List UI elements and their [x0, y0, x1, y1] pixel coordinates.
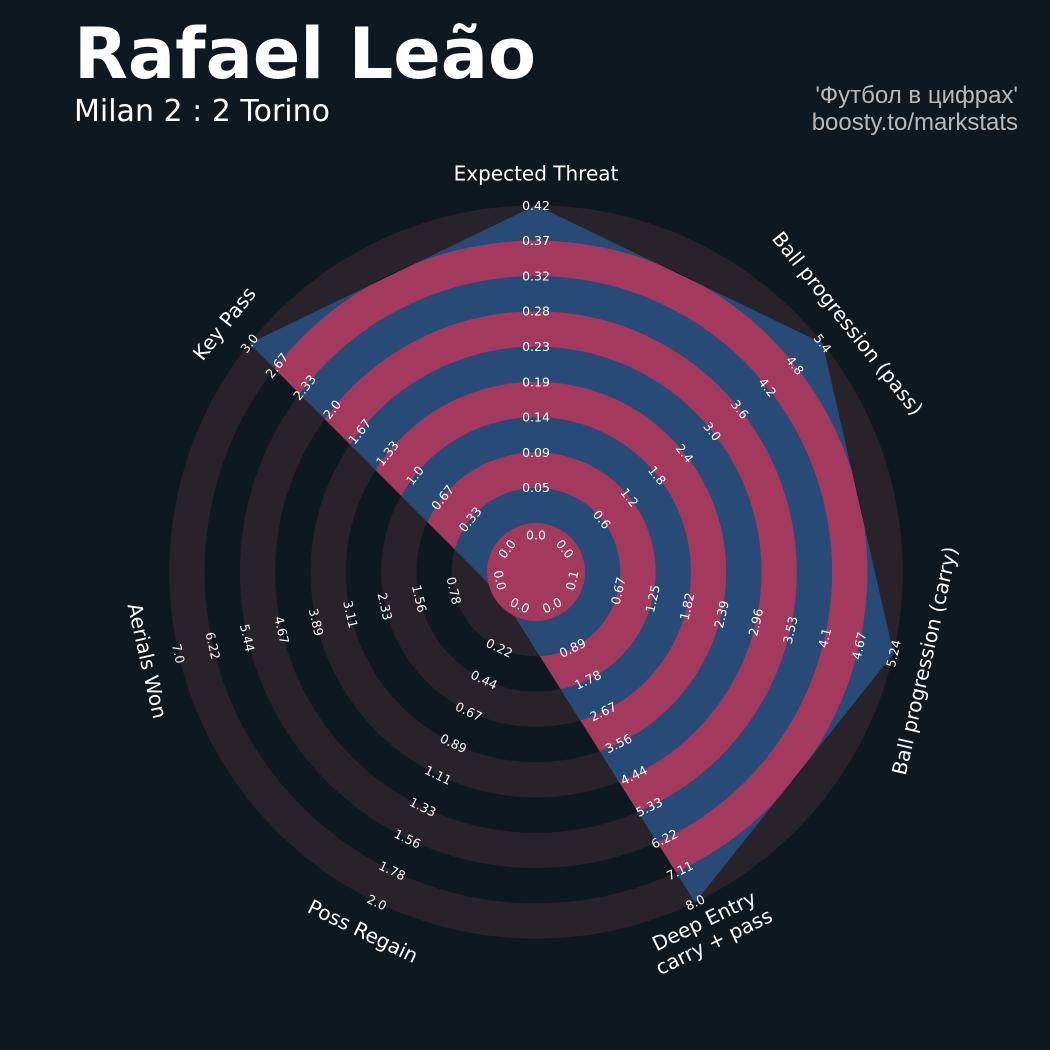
- tick-label: 3.89: [306, 607, 327, 638]
- tick-label: 2.96: [745, 607, 766, 638]
- tick-label: 0.14: [522, 410, 550, 425]
- tick-label: 5.24: [883, 638, 904, 669]
- tick-label: 6.22: [202, 630, 223, 660]
- tick-label: 1.56: [409, 583, 430, 614]
- axis-label: Aerials Won: [123, 601, 173, 721]
- tick-label: 0.37: [522, 233, 550, 248]
- tick-label: 0.0: [526, 528, 546, 543]
- center-disc: [487, 523, 585, 621]
- tick-label: 0.28: [522, 304, 550, 319]
- tick-label: 0.1: [563, 569, 582, 592]
- tick-label: 0.09: [522, 445, 550, 460]
- tick-label: 0.67: [608, 576, 629, 606]
- credit-line-1: 'Футбол в цифрах': [815, 82, 1018, 109]
- tick-label: 0.78: [443, 576, 464, 607]
- tick-label: 3.11: [340, 599, 361, 629]
- tick-label: 0.05: [522, 480, 550, 495]
- credit-line-2: boosty.to/markstats: [811, 109, 1018, 136]
- tick-label: 0.32: [522, 268, 550, 283]
- tick-label: 5.44: [237, 623, 258, 654]
- axis-label: Expected Threat: [454, 161, 619, 185]
- chart-title: Rafael Leão: [74, 13, 537, 95]
- tick-label: 0.42: [522, 198, 550, 213]
- tick-label: 4.67: [849, 630, 870, 660]
- tick-label: 1.25: [642, 583, 663, 613]
- chart-subtitle: Milan 2 : 2 Torino: [74, 94, 330, 129]
- tick-label: 1.82: [677, 591, 698, 621]
- tick-label: 0.23: [522, 339, 550, 354]
- tick-label: 0.0: [490, 569, 509, 592]
- tick-label: 2.39: [711, 599, 732, 630]
- tick-label: 4.67: [271, 615, 292, 645]
- tick-label: 3.53: [780, 615, 801, 645]
- tick-label: 7.0: [169, 642, 188, 665]
- tick-label: 2.33: [375, 591, 396, 621]
- tick-label: 0.19: [522, 374, 550, 389]
- tick-label: 4.1: [815, 627, 834, 650]
